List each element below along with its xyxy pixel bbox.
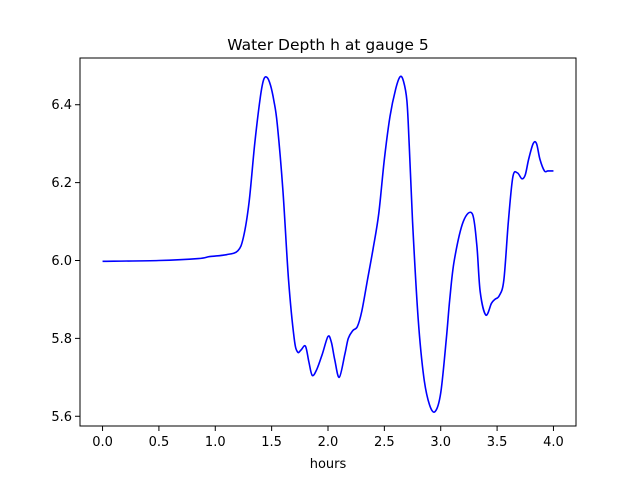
plot-area: 0.0 0.5 1.0 1.5 2.0 2.5 3.0 3.5 4.0 5.6 5.8 6.0 6.2…	[51, 57, 577, 450]
y-tick-label: 5.6	[51, 410, 72, 425]
x-tick-label: 4.0	[543, 435, 564, 450]
x-axis-label: hours	[310, 457, 347, 472]
x-tick-label: 1.0	[205, 435, 226, 450]
y-tick-label: 6.0	[51, 254, 72, 269]
y-axis-ticks: 5.6 5.8 6.0 6.2 6.4	[51, 98, 80, 425]
y-tick-label: 6.2	[51, 176, 72, 191]
x-tick-label: 2.5	[374, 435, 395, 450]
x-tick-label: 3.5	[487, 435, 508, 450]
x-tick-label: 0.5	[149, 435, 170, 450]
x-tick-label: 1.5	[261, 435, 282, 450]
chart-title: Water Depth h at gauge 5	[227, 36, 428, 54]
y-tick-label: 6.4	[51, 98, 72, 113]
y-tick-label: 5.8	[51, 332, 72, 347]
x-axis-ticks: 0.0 0.5 1.0 1.5 2.0 2.5 3.0 3.5 4.0	[92, 426, 564, 450]
x-tick-label: 2.0	[318, 435, 339, 450]
series-line-water-depth	[102, 75, 554, 413]
x-tick-label: 0.0	[92, 435, 113, 450]
x-tick-label: 3.0	[430, 435, 451, 450]
